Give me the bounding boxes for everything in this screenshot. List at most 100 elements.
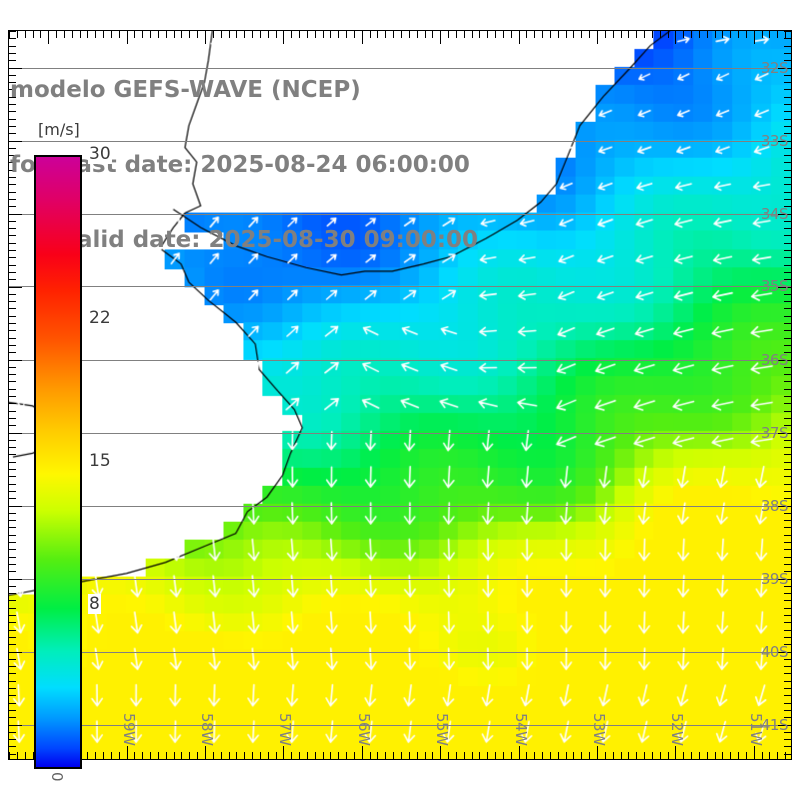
axis-tick-minor [17, 752, 18, 759]
axis-tick-minor [784, 352, 791, 353]
axis-tick-minor [9, 557, 16, 558]
axis-tick-minor [377, 752, 378, 759]
axis-tick-minor [315, 752, 316, 759]
axis-tick-minor [605, 752, 606, 759]
axis-tick-minor [652, 31, 653, 38]
axis-tick-minor [644, 752, 645, 759]
axis-tick-minor [80, 31, 81, 38]
axis-tick-minor [9, 126, 16, 127]
axis-tick-minor [589, 752, 590, 759]
axis-tick-minor [784, 425, 791, 426]
axis-tick-minor [784, 557, 791, 558]
axis-tick-minor [9, 418, 16, 419]
axis-tick-major [754, 31, 755, 44]
axis-tick-minor [9, 447, 16, 448]
axis-tick-minor [784, 148, 791, 149]
axis-tick-minor [9, 666, 16, 667]
axis-tick-minor [722, 752, 723, 759]
axis-tick-minor [291, 31, 292, 38]
axis-tick-minor [9, 257, 16, 258]
axis-tick-minor [784, 301, 791, 302]
axis-tick-minor [9, 155, 16, 156]
axis-tick-minor [417, 752, 418, 759]
axis-tick-minor [9, 739, 16, 740]
axis-tick-major [597, 746, 598, 759]
axis-tick-minor [784, 381, 791, 382]
axis-tick-minor [9, 411, 16, 412]
axis-tick-minor [784, 615, 791, 616]
axis-tick-minor [784, 162, 791, 163]
axis-tick-minor [784, 739, 791, 740]
axis-tick-minor [784, 440, 791, 441]
axis-tick-minor [784, 126, 791, 127]
latitude-label: 41S [760, 716, 789, 734]
axis-tick-minor [456, 752, 457, 759]
axis-tick-minor [103, 752, 104, 759]
axis-tick-minor [244, 31, 245, 38]
axis-tick-minor [784, 746, 791, 747]
axis-tick-minor [9, 484, 16, 485]
axis-tick-minor [784, 608, 791, 609]
axis-tick-minor [268, 752, 269, 759]
axis-tick-minor [784, 294, 791, 295]
axis-tick-minor [9, 673, 16, 674]
axis-tick-minor [181, 752, 182, 759]
axis-tick-minor [691, 31, 692, 38]
axis-tick-minor [9, 374, 16, 375]
axis-tick-major [440, 746, 441, 759]
axis-tick-minor [613, 752, 614, 759]
axis-tick-minor [784, 82, 791, 83]
axis-tick-minor [307, 752, 308, 759]
axis-tick-major [778, 141, 791, 142]
axis-tick-minor [784, 447, 791, 448]
axis-tick-major [440, 31, 441, 44]
axis-tick-minor [683, 752, 684, 759]
axis-tick-minor [784, 710, 791, 711]
axis-tick-major [283, 746, 284, 759]
latitude-label: 32S [760, 59, 789, 77]
axis-tick-minor [784, 221, 791, 222]
chart-title: modelo GEFS-WAVE (NCEP) forecast date: 2… [10, 28, 530, 303]
axis-tick-minor [503, 752, 504, 759]
axis-tick-minor [9, 75, 16, 76]
colorbar-tick-label: 30 [88, 144, 112, 164]
axis-tick-minor [668, 752, 669, 759]
axis-tick-minor [9, 235, 16, 236]
axis-tick-minor [346, 752, 347, 759]
axis-tick-minor [558, 31, 559, 38]
colorbar-tick-label: 8 [88, 594, 101, 615]
axis-tick-minor [784, 97, 791, 98]
axis-tick-minor [503, 31, 504, 38]
axis-tick-minor [9, 491, 16, 492]
axis-tick-minor [479, 752, 480, 759]
axis-tick-minor [9, 608, 16, 609]
axis-tick-minor [393, 31, 394, 38]
axis-tick-minor [9, 330, 16, 331]
axis-tick-major [48, 31, 49, 44]
axis-tick-minor [784, 396, 791, 397]
axis-tick-minor [299, 752, 300, 759]
latitude-label: 35S [760, 277, 789, 295]
axis-tick-minor [9, 717, 16, 718]
axis-tick-minor [9, 425, 16, 426]
axis-tick-minor [9, 381, 16, 382]
axis-tick-minor [9, 162, 16, 163]
axis-tick-minor [784, 323, 791, 324]
axis-tick-minor [9, 498, 16, 499]
axis-tick-minor [784, 250, 791, 251]
axis-tick-minor [784, 272, 791, 273]
axis-tick-minor [784, 469, 791, 470]
latitude-label: 36S [760, 351, 789, 369]
axis-tick-minor [9, 206, 16, 207]
axis-tick-minor [9, 228, 16, 229]
axis-tick-minor [9, 323, 16, 324]
longitude-label: 52W [668, 713, 686, 746]
axis-tick-minor [769, 752, 770, 759]
axis-tick-minor [189, 31, 190, 38]
axis-tick-minor [417, 31, 418, 38]
axis-tick-minor [64, 31, 65, 38]
axis-tick-minor [784, 316, 791, 317]
axis-tick-minor [784, 257, 791, 258]
axis-tick-minor [9, 754, 16, 755]
